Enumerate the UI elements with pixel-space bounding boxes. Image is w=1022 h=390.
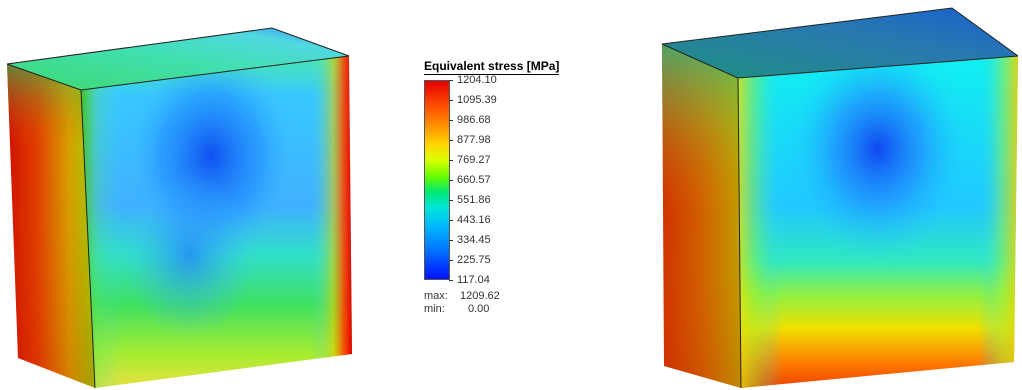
legend-tick: 334.45 <box>449 234 491 246</box>
legend-tick: 1204.10 <box>449 74 497 86</box>
legend-tick: 225.75 <box>449 254 491 266</box>
legend-tick: 660.57 <box>449 174 491 186</box>
legend-max: max: 1209.62 <box>424 290 500 302</box>
legend-tick: 769.27 <box>449 154 491 166</box>
legend-tick: 986.68 <box>449 114 491 126</box>
legend-colorbar <box>424 80 450 280</box>
legend-min: min: 0.00 <box>424 303 489 315</box>
legend-max-label: max: <box>424 290 448 302</box>
legend-title: Equivalent stress [MPa] <box>424 59 560 75</box>
legend-tick: 551.86 <box>449 194 491 206</box>
stress-legend: Equivalent stress [MPa] 1204.10 1095.39 … <box>418 56 608 326</box>
right-block-top-face <box>662 8 1018 78</box>
legend-min-label: min: <box>424 303 445 315</box>
legend-tick: 1095.39 <box>449 94 497 106</box>
left-stress-block <box>6 27 352 389</box>
legend-tick: 877.98 <box>449 134 491 146</box>
left-block-top-face <box>7 28 349 90</box>
legend-tick: 443.16 <box>449 214 491 226</box>
legend-min-value: 0.00 <box>468 303 490 315</box>
legend-tick: 117.04 <box>449 274 490 286</box>
right-stress-block <box>661 7 1019 389</box>
legend-max-value: 1209.62 <box>460 290 500 302</box>
legend-ticks: 1204.10 1095.39 986.68 877.98 769.27 660… <box>449 74 569 286</box>
